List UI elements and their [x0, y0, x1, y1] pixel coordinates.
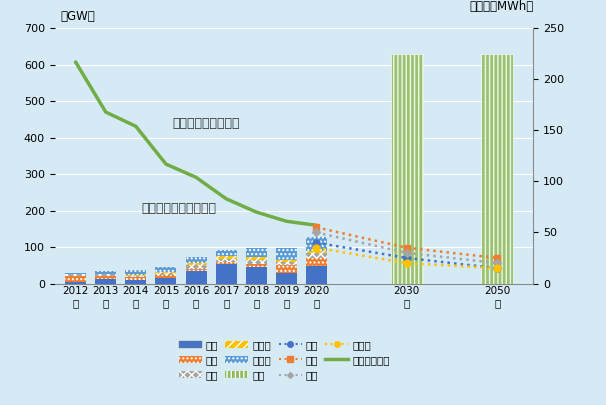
- Bar: [125, 277, 147, 279]
- Text: 新規設備容量（左軸）: 新規設備容量（左軸）: [142, 202, 217, 215]
- Bar: [276, 260, 297, 262]
- Bar: [306, 253, 327, 258]
- Bar: [246, 260, 267, 264]
- Bar: [155, 273, 176, 275]
- Bar: [185, 264, 207, 269]
- Bar: [185, 263, 207, 264]
- Bar: [246, 267, 267, 284]
- Bar: [276, 265, 297, 273]
- Bar: [276, 262, 297, 265]
- Bar: [216, 264, 237, 284]
- Bar: [306, 251, 327, 253]
- Bar: [391, 54, 422, 284]
- Bar: [185, 271, 207, 283]
- Bar: [306, 237, 327, 251]
- Bar: [216, 249, 237, 256]
- Bar: [246, 257, 267, 260]
- Bar: [95, 271, 116, 274]
- Bar: [246, 247, 267, 257]
- Legend: 中国, 欧州, 米国, インド, その他, 世界, 中国, 欧州, 米国, インド, 世界（右軸）: 中国, 欧州, 米国, インド, その他, 世界, 中国, 欧州, 米国, イン…: [179, 340, 390, 380]
- Bar: [125, 275, 147, 277]
- Bar: [185, 269, 207, 271]
- Bar: [65, 282, 86, 283]
- Bar: [276, 248, 297, 260]
- Bar: [306, 258, 327, 266]
- Bar: [481, 54, 513, 284]
- Bar: [125, 271, 147, 275]
- Bar: [216, 259, 237, 262]
- Bar: [246, 264, 267, 267]
- Text: 発電コスト（右軸）: 発電コスト（右軸）: [172, 117, 239, 130]
- Bar: [185, 257, 207, 263]
- Bar: [155, 272, 176, 273]
- Bar: [95, 276, 116, 279]
- Bar: [155, 267, 176, 272]
- Bar: [216, 256, 237, 259]
- Bar: [155, 275, 176, 278]
- Bar: [65, 275, 86, 282]
- Text: （ドル／MWh）: （ドル／MWh）: [469, 0, 533, 13]
- Bar: [306, 266, 327, 284]
- Bar: [276, 273, 297, 283]
- Bar: [95, 275, 116, 276]
- Bar: [65, 273, 86, 274]
- Bar: [95, 279, 116, 284]
- Bar: [125, 279, 147, 284]
- Bar: [216, 262, 237, 264]
- Bar: [155, 278, 176, 284]
- Text: （GW）: （GW）: [61, 10, 95, 23]
